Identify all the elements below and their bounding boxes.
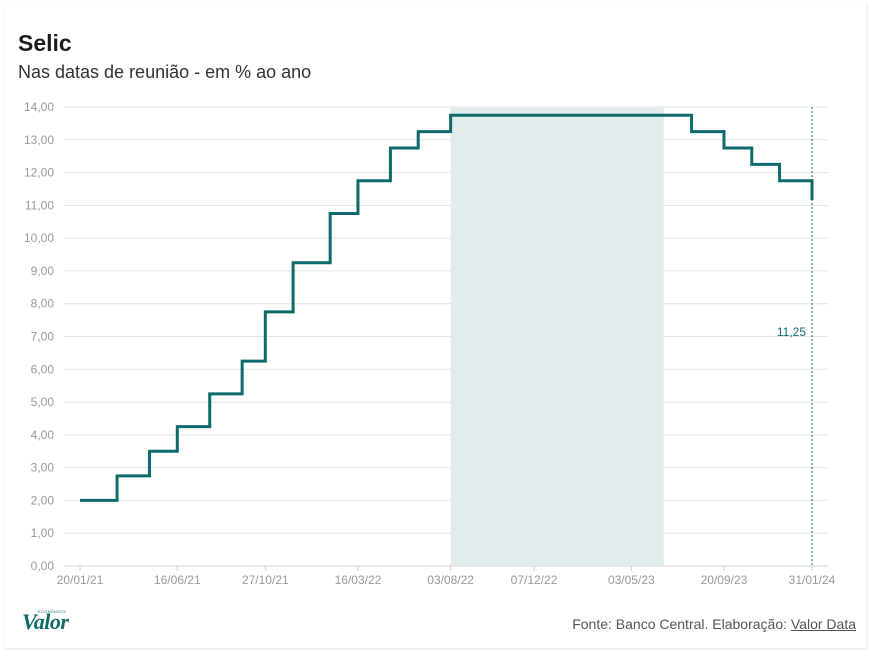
source-text: Fonte: Banco Central. Elaboração: — [572, 616, 787, 632]
y-tick-label: 3,00 — [31, 461, 55, 475]
highlight-band-layer — [450, 107, 664, 566]
y-tick-label: 5,00 — [31, 395, 55, 409]
chart-card — [4, 4, 866, 648]
x-tick-label: 03/05/23 — [608, 573, 655, 587]
y-tick-label: 8,00 — [31, 297, 55, 311]
y-tick-label: 12,00 — [24, 166, 54, 180]
y-tick-label: 1,00 — [31, 526, 55, 540]
x-tick-label: 03/08/22 — [427, 573, 474, 587]
x-axis: 20/01/21 16/06/21 27/10/21 16/03/22 03/08/22… — [57, 566, 836, 587]
x-tick-label: 20/09/23 — [701, 573, 748, 587]
source-link[interactable]: Valor Data — [790, 616, 856, 632]
highlight-band — [450, 107, 664, 566]
callout-label: 11,25 — [777, 325, 806, 339]
y-tick-label: 10,00 — [24, 231, 54, 245]
x-tick-label: 31/01/24 — [789, 573, 836, 587]
y-tick-label: 13,00 — [24, 133, 54, 147]
selic-series-line — [80, 113, 814, 502]
chart-subtitle: Nas datas de reunião - em % ao ano — [18, 62, 312, 82]
x-tick-label: 16/06/21 — [154, 573, 201, 587]
logo-subtext: ECONÔMICO — [38, 609, 66, 614]
x-tick-label: 27/10/21 — [242, 573, 289, 587]
y-tick-label: 0,00 — [31, 559, 55, 573]
y-tick-label: 7,00 — [31, 330, 55, 344]
grid-lines — [64, 106, 828, 567]
callout-layer: 11,25 — [777, 107, 813, 566]
x-tick-label: 20/01/21 — [57, 573, 104, 587]
x-tick-label: 16/03/22 — [335, 573, 382, 587]
source-note: Fonte: Banco Central. Elaboração: Valor … — [572, 616, 856, 632]
y-tick-label: 2,00 — [31, 493, 55, 507]
y-tick-label: 4,00 — [31, 428, 55, 442]
y-tick-label: 6,00 — [31, 362, 55, 376]
y-tick-label: 14,00 — [24, 100, 54, 114]
x-tick-label: 07/12/22 — [511, 573, 558, 587]
y-axis: 0,00 1,00 2,00 3,00 4,00 5,00 6,00 7,00 8,00 9,00… — [24, 100, 54, 573]
y-tick-label: 9,00 — [31, 264, 55, 278]
series-layer — [80, 113, 814, 502]
chart-title: Selic — [18, 30, 72, 56]
y-tick-label: 11,00 — [25, 198, 54, 212]
valor-logo: Valor — [22, 609, 69, 634]
